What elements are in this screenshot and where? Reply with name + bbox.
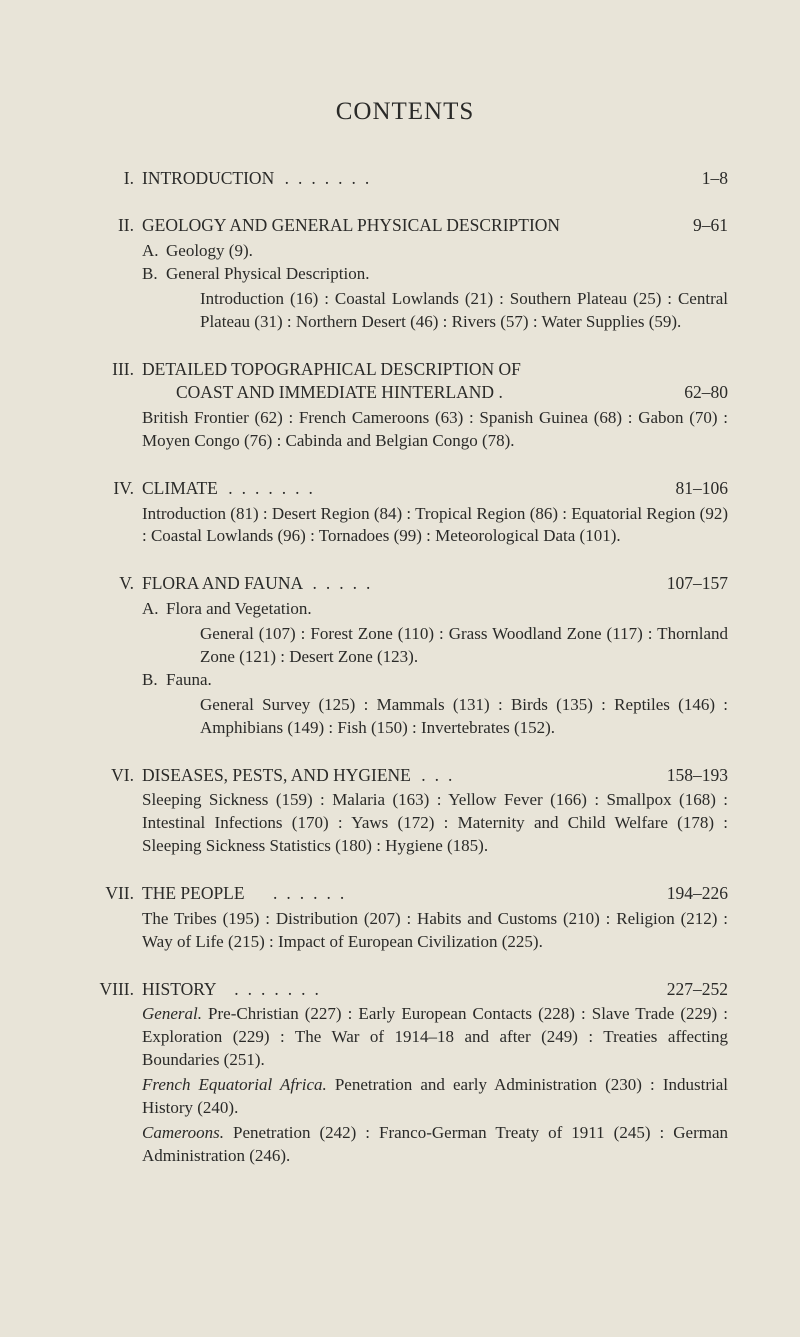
- toc-head: II. GEOLOGY AND GENERAL PHYSICAL DESCRIP…: [82, 214, 728, 238]
- toc-entry-i: I. INTRODUCTION ....... 1–8: [82, 167, 728, 191]
- entry-description: The Tribes (195) : Distribution (207) : …: [142, 908, 728, 954]
- heading-text: THE PEOPLE ......: [142, 882, 649, 906]
- heading-text: HISTORY .......: [142, 978, 649, 1002]
- page-range: 81–106: [658, 477, 729, 501]
- sub-a: A. Flora and Vegetation.: [142, 598, 728, 621]
- toc-entry-iii: III. DETAILED TOPOGRAPHICAL DESCRIPTION …: [82, 358, 728, 453]
- toc-entry-v: V. FLORA AND FAUNA ..... 107–157 A. Flor…: [82, 572, 728, 739]
- roman-numeral: I.: [82, 167, 142, 191]
- sub-b: B. General Physical Description.: [142, 263, 728, 286]
- entry-description: Sleeping Sickness (159) : Malaria (163) …: [142, 789, 728, 858]
- heading-text: INTRODUCTION .......: [142, 167, 684, 191]
- heading-text: DISEASES, PESTS, AND HYGIENE ...: [142, 764, 649, 788]
- heading-text: GEOLOGY AND GENERAL PHYSICAL DESCRIPTION: [142, 214, 675, 238]
- toc-entry-iv: IV. CLIMATE ....... 81–106 Introduction …: [82, 477, 728, 549]
- toc-head-line2: COAST AND IMMEDIATE HINTERLAND . 62–80: [82, 381, 728, 405]
- sub-b-detail: General Survey (125) : Mammals (131) : B…: [200, 694, 728, 740]
- toc-head: I. INTRODUCTION ....... 1–8: [82, 167, 728, 191]
- roman-numeral: II.: [82, 214, 142, 238]
- page-range: 158–193: [649, 764, 728, 788]
- page-title: CONTENTS: [82, 95, 728, 129]
- desc-general: General. Pre-Christian (227) : Early Eur…: [142, 1003, 728, 1072]
- contents-page: CONTENTS I. INTRODUCTION ....... 1–8 II.…: [0, 0, 800, 1232]
- page-range: 1–8: [684, 167, 728, 191]
- roman-numeral: VII.: [82, 882, 142, 906]
- page-range: 107–157: [649, 572, 728, 596]
- roman-numeral: III.: [82, 358, 142, 382]
- heading-line2: COAST AND IMMEDIATE HINTERLAND .: [142, 381, 666, 405]
- page-range: 62–80: [666, 381, 728, 405]
- toc-head: VIII. HISTORY ....... 227–252: [82, 978, 728, 1002]
- page-range: 9–61: [675, 214, 728, 238]
- toc-entry-vi: VI. DISEASES, PESTS, AND HYGIENE ... 158…: [82, 764, 728, 858]
- desc-cameroons: Cameroons. Penetration (242) : Franco-Ge…: [142, 1122, 728, 1168]
- roman-numeral: IV.: [82, 477, 142, 501]
- sub-a: A. Geology (9).: [142, 240, 728, 263]
- toc-head: VI. DISEASES, PESTS, AND HYGIENE ... 158…: [82, 764, 728, 788]
- heading-text: CLIMATE .......: [142, 477, 658, 501]
- toc-head: V. FLORA AND FAUNA ..... 107–157: [82, 572, 728, 596]
- sub-block: A. Flora and Vegetation. General (107) :…: [142, 598, 728, 740]
- page-range: 194–226: [649, 882, 728, 906]
- heading-line1: DETAILED TOPOGRAPHICAL DESCRIPTION OF: [142, 358, 728, 382]
- toc-head: IV. CLIMATE ....... 81–106: [82, 477, 728, 501]
- heading-text: FLORA AND FAUNA .....: [142, 572, 649, 596]
- toc-head: III. DETAILED TOPOGRAPHICAL DESCRIPTION …: [82, 358, 728, 382]
- toc-entry-vii: VII. THE PEOPLE ...... 194–226 The Tribe…: [82, 882, 728, 954]
- sub-a-detail: General (107) : Forest Zone (110) : Gras…: [200, 623, 728, 669]
- sub-b-detail: Introduction (16) : Coastal Lowlands (21…: [200, 288, 728, 334]
- sub-b: B. Fauna.: [142, 669, 728, 692]
- roman-numeral: VIII.: [82, 978, 142, 1002]
- entry-description: Introduction (81) : Desert Region (84) :…: [142, 503, 728, 549]
- page-range: 227–252: [649, 978, 728, 1002]
- toc-head: VII. THE PEOPLE ...... 194–226: [82, 882, 728, 906]
- toc-entry-viii: VIII. HISTORY ....... 227–252 General. P…: [82, 978, 728, 1168]
- sub-block: A. Geology (9). B. General Physical Desc…: [142, 240, 728, 334]
- entry-description: British Frontier (62) : French Cameroons…: [142, 407, 728, 453]
- roman-numeral: V.: [82, 572, 142, 596]
- toc-entry-ii: II. GEOLOGY AND GENERAL PHYSICAL DESCRIP…: [82, 214, 728, 333]
- roman-numeral: VI.: [82, 764, 142, 788]
- desc-french: French Equatorial Africa. Penetration an…: [142, 1074, 728, 1120]
